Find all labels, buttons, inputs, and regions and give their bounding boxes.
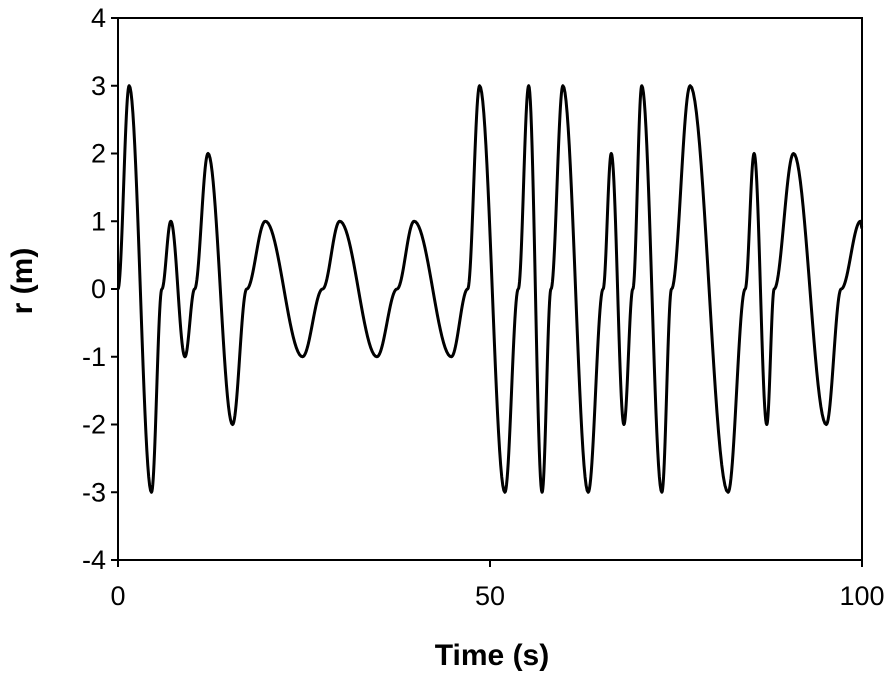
- y-tick-label: 1: [91, 206, 106, 236]
- x-tick-label: 100: [839, 581, 884, 611]
- y-tick-label: -4: [82, 545, 106, 575]
- y-axis: 4 3 2 1 0 -1 -2 -3 -4: [82, 3, 118, 575]
- y-axis-title: r (m): [6, 248, 39, 315]
- x-tick-label: 0: [110, 581, 125, 611]
- plot-frame: [117, 17, 863, 561]
- x-axis: 0 50 100: [110, 560, 885, 611]
- y-tick-label: -1: [82, 342, 106, 372]
- series-layer: [116, 84, 864, 494]
- x-tick-label: 50: [475, 581, 505, 611]
- y-tick-label: -3: [82, 477, 106, 507]
- y-tick-label: 2: [91, 139, 106, 169]
- plot-border: [117, 17, 863, 561]
- y-tick-label: 3: [91, 71, 106, 101]
- y-tick-label: 4: [91, 3, 106, 33]
- x-axis-title: Time (s): [435, 639, 549, 672]
- y-tick-label: 0: [91, 274, 106, 304]
- y-tick-label: -2: [82, 410, 106, 440]
- series-line: [116, 84, 864, 494]
